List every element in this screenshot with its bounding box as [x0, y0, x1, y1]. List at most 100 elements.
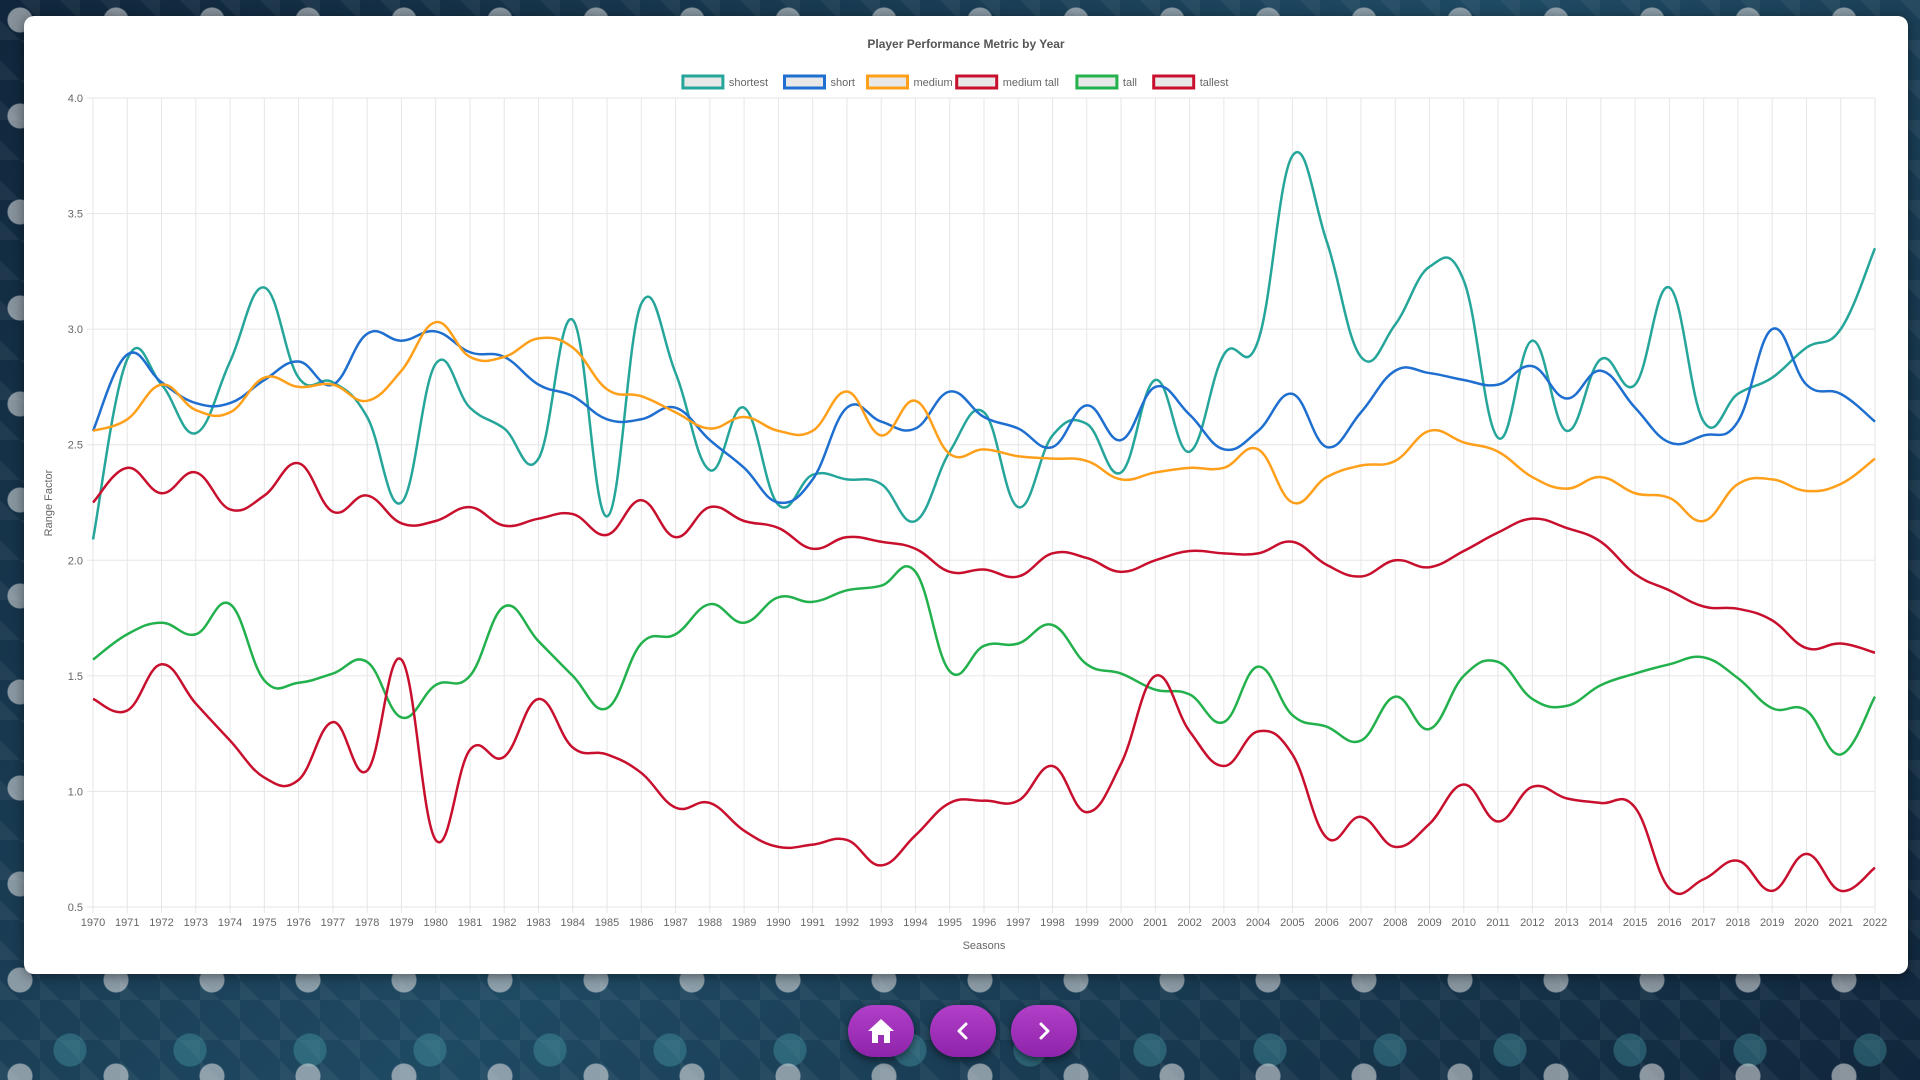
chart-legend: shortest short medium medium tall tall talles…: [681, 74, 1229, 90]
home-button[interactable]: [848, 1005, 914, 1057]
y-tick-label: 3.5: [68, 209, 83, 221]
chart-title: Player Performance Metric by Year: [867, 37, 1065, 51]
chart-panel: Player Performance Metric by Year shorte…: [24, 16, 1908, 974]
legend-label: shortest: [729, 77, 768, 89]
x-tick-label: 2021: [1828, 917, 1852, 929]
x-tick-label: 1978: [355, 917, 379, 929]
x-tick-label: 1970: [81, 917, 105, 929]
x-tick-label: 1987: [663, 917, 687, 929]
legend-swatch: [955, 74, 999, 90]
line-chart: Player Performance Metric by Year shorte…: [43, 37, 1887, 952]
chart-grid: [87, 97, 1876, 913]
legend-item-short[interactable]: short: [783, 74, 855, 90]
legend-item-shortest[interactable]: shortest: [681, 74, 768, 90]
x-tick-label: 2020: [1794, 917, 1818, 929]
x-tick-label: 2018: [1726, 917, 1750, 929]
x-tick-label: 1996: [972, 917, 996, 929]
x-tick-label: 1997: [1006, 917, 1030, 929]
x-tick-label: 2013: [1554, 917, 1578, 929]
x-tick-label: 1991: [800, 917, 824, 929]
y-tick-label: 1.0: [68, 786, 83, 798]
x-tick-label: 1986: [629, 917, 653, 929]
x-tick-label: 2015: [1623, 917, 1647, 929]
y-tick-label: 2.5: [68, 440, 83, 452]
legend-item-tallest[interactable]: tallest: [1152, 74, 1229, 90]
x-axis-label: Seasons: [963, 940, 1006, 952]
x-tick-label: 1985: [595, 917, 619, 929]
x-tick-label: 1994: [903, 917, 927, 929]
x-tick-label: 1999: [1075, 917, 1099, 929]
series-line-short: [91, 327, 1876, 505]
x-tick-label: 1990: [766, 917, 790, 929]
legend-label: tall: [1123, 77, 1137, 89]
chart-series-lines: [91, 151, 1877, 896]
x-tick-label: 1979: [389, 917, 413, 929]
x-tick-label: 2011: [1486, 917, 1510, 929]
legend-item-medium[interactable]: medium: [866, 74, 953, 90]
x-tick-label: 2008: [1383, 917, 1407, 929]
x-tick-label: 1992: [835, 917, 859, 929]
legend-item-tall[interactable]: tall: [1075, 74, 1137, 90]
series-line-shortest: [91, 151, 1877, 540]
legend-label: medium tall: [1003, 77, 1059, 89]
series-line-medium-tall: [92, 461, 1876, 654]
y-axis-label: Range Factor: [43, 469, 55, 536]
x-tick-label: 2019: [1760, 917, 1784, 929]
previous-button[interactable]: [930, 1005, 996, 1057]
y-tick-label: 0.5: [68, 902, 83, 914]
x-tick-label: 1995: [937, 917, 961, 929]
series-line-tallest: [92, 657, 1876, 896]
x-tick-label: 1971: [115, 917, 139, 929]
x-tick-label: 1984: [561, 917, 585, 929]
x-tick-label: 1974: [218, 917, 242, 929]
x-tick-label: 2017: [1691, 917, 1715, 929]
x-tick-label: 2010: [1452, 917, 1476, 929]
x-tick-label: 1983: [526, 917, 550, 929]
legend-swatch: [783, 74, 826, 90]
legend-item-medium-tall[interactable]: medium tall: [955, 74, 1059, 90]
x-tick-label: 1981: [458, 917, 482, 929]
x-tick-label: 2016: [1657, 917, 1681, 929]
x-tick-label: 2014: [1589, 917, 1613, 929]
x-tick-label: 2000: [1109, 917, 1133, 929]
x-tick-label: 2004: [1246, 917, 1270, 929]
x-tick-label: 1972: [149, 917, 173, 929]
legend-swatch: [866, 74, 909, 90]
legend-swatch: [1075, 74, 1119, 90]
y-tick-label: 3.0: [68, 324, 83, 336]
x-tick-label: 1980: [423, 917, 447, 929]
y-tick-label: 4.0: [68, 93, 83, 105]
series-line-medium: [92, 320, 1876, 523]
y-tick-label: 1.5: [68, 671, 83, 683]
x-tick-label: 2001: [1143, 917, 1167, 929]
x-tick-label: 2006: [1314, 917, 1338, 929]
x-tick-label: 2009: [1417, 917, 1441, 929]
x-tick-label: 1989: [732, 917, 756, 929]
home-icon: [868, 1019, 894, 1043]
x-tick-label: 1975: [252, 917, 276, 929]
legend-label: medium: [914, 77, 953, 89]
x-tick-label: 1988: [698, 917, 722, 929]
x-tick-label: 1982: [492, 917, 516, 929]
next-button[interactable]: [1011, 1005, 1077, 1057]
x-tick-label: 2022: [1863, 917, 1887, 929]
x-tick-label: 2012: [1520, 917, 1544, 929]
x-tick-label: 1998: [1040, 917, 1064, 929]
x-axis-ticks: 1970 1971 1972 1973 1974 1975 1976 1977 1978 1979…: [81, 917, 1887, 929]
x-tick-label: 1993: [869, 917, 893, 929]
series-line-tall: [92, 565, 1877, 756]
x-tick-label: 1977: [321, 917, 345, 929]
chevron-left-icon: [957, 1022, 968, 1040]
chevron-right-icon: [1039, 1022, 1050, 1040]
legend-swatch: [681, 74, 725, 90]
x-tick-label: 1973: [184, 917, 208, 929]
legend-label: tallest: [1200, 77, 1229, 89]
x-tick-label: 2002: [1177, 917, 1201, 929]
x-tick-label: 2007: [1349, 917, 1373, 929]
legend-swatch: [1152, 74, 1196, 90]
legend-label: short: [831, 77, 855, 89]
y-axis-ticks: 0.5 1.0 1.5 2.0 2.5 3.0 3.5 4.0: [68, 93, 83, 914]
x-tick-label: 1976: [286, 917, 310, 929]
y-tick-label: 2.0: [68, 555, 83, 567]
x-tick-label: 2003: [1212, 917, 1236, 929]
